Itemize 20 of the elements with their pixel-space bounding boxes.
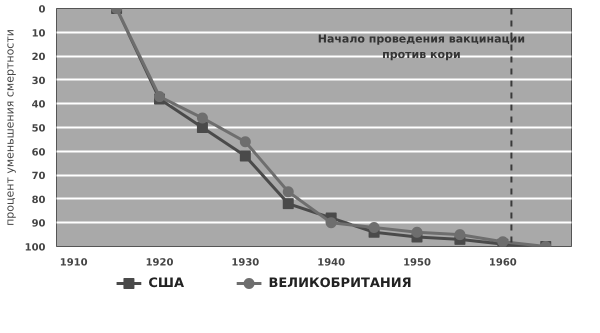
y-tick-label: 0 — [38, 4, 46, 16]
y-tick-label: 80 — [32, 194, 46, 206]
y-tick-label: 40 — [32, 100, 46, 111]
x-tick-label: 1920 — [146, 258, 174, 268]
y-tick-label: 60 — [32, 147, 46, 158]
x-tick-label: 1960 — [488, 258, 517, 268]
y-tick-label: 10 — [32, 28, 46, 40]
y-tick-label: 20 — [32, 52, 46, 64]
y-tick-label: 30 — [32, 76, 46, 87]
x-tick-label: 1950 — [403, 258, 431, 268]
x-tick-label: 1930 — [231, 258, 260, 268]
y-tick-label: 100 — [24, 242, 46, 254]
x-tick-label: 1940 — [317, 258, 346, 268]
x-tick-label: 1910 — [60, 258, 88, 268]
legend-label: США — [148, 276, 184, 291]
y-tick-label: 50 — [32, 124, 46, 134]
y-axis-title: процент уменьшения смертности — [4, 29, 17, 226]
y-tick-label: 90 — [32, 218, 46, 230]
legend-label: ВЕЛИКОБРИТАНИЯ — [268, 276, 412, 291]
y-tick-label: 70 — [32, 171, 46, 182]
